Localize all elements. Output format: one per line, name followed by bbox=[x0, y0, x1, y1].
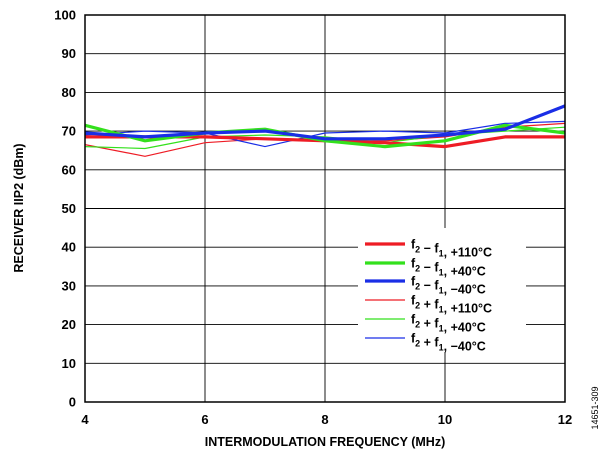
y-tick-label: 0 bbox=[69, 395, 76, 410]
legend-box bbox=[358, 228, 526, 352]
y-tick-label: 80 bbox=[62, 85, 76, 100]
legend-label: f2 − f1, −40°C bbox=[411, 275, 486, 297]
y-tick-labels: 0 10 20 30 40 50 60 70 80 90 100 bbox=[54, 8, 76, 410]
x-tick-label: 4 bbox=[81, 412, 89, 427]
y-tick-label: 70 bbox=[62, 124, 76, 139]
plot-frame bbox=[84, 14, 566, 403]
x-tick-label: 6 bbox=[201, 412, 208, 427]
legend-label: f2 + f1, +110°C bbox=[411, 294, 492, 316]
y-axis-title: RECEIVER IIP2 (dBm) bbox=[12, 143, 26, 272]
y-tick-label: 10 bbox=[62, 356, 76, 371]
y-tick-label: 20 bbox=[62, 317, 76, 332]
figure-id: 14651-309 bbox=[590, 386, 600, 429]
x-tick-label: 10 bbox=[438, 412, 452, 427]
legend: f2 − f1, +110°Cf2 − f1, +40°Cf2 − f1, −4… bbox=[358, 228, 526, 354]
legend-label: f2 + f1, +40°C bbox=[411, 313, 486, 335]
y-tick-label: 100 bbox=[54, 8, 76, 23]
y-tick-label: 90 bbox=[62, 46, 76, 61]
series-line bbox=[84, 120, 566, 148]
y-tick-label: 50 bbox=[62, 201, 76, 216]
y-tick-label: 40 bbox=[62, 240, 76, 255]
x-tick-labels: 4 6 8 10 12 bbox=[81, 412, 572, 427]
x-tick-label: 8 bbox=[321, 412, 328, 427]
y-tick-label: 30 bbox=[62, 278, 76, 293]
legend-label: f2 − f1, +40°C bbox=[411, 257, 486, 279]
legend-label: f2 − f1, +110°C bbox=[411, 238, 492, 260]
y-tick-label: 60 bbox=[62, 162, 76, 177]
series-line bbox=[84, 104, 566, 141]
legend-label: f2 + f1, −40°C bbox=[411, 332, 486, 354]
series-lines bbox=[84, 104, 566, 157]
x-axis-title: INTERMODULATION FREQUENCY (MHz) bbox=[205, 435, 446, 449]
x-tick-label: 12 bbox=[558, 412, 572, 427]
